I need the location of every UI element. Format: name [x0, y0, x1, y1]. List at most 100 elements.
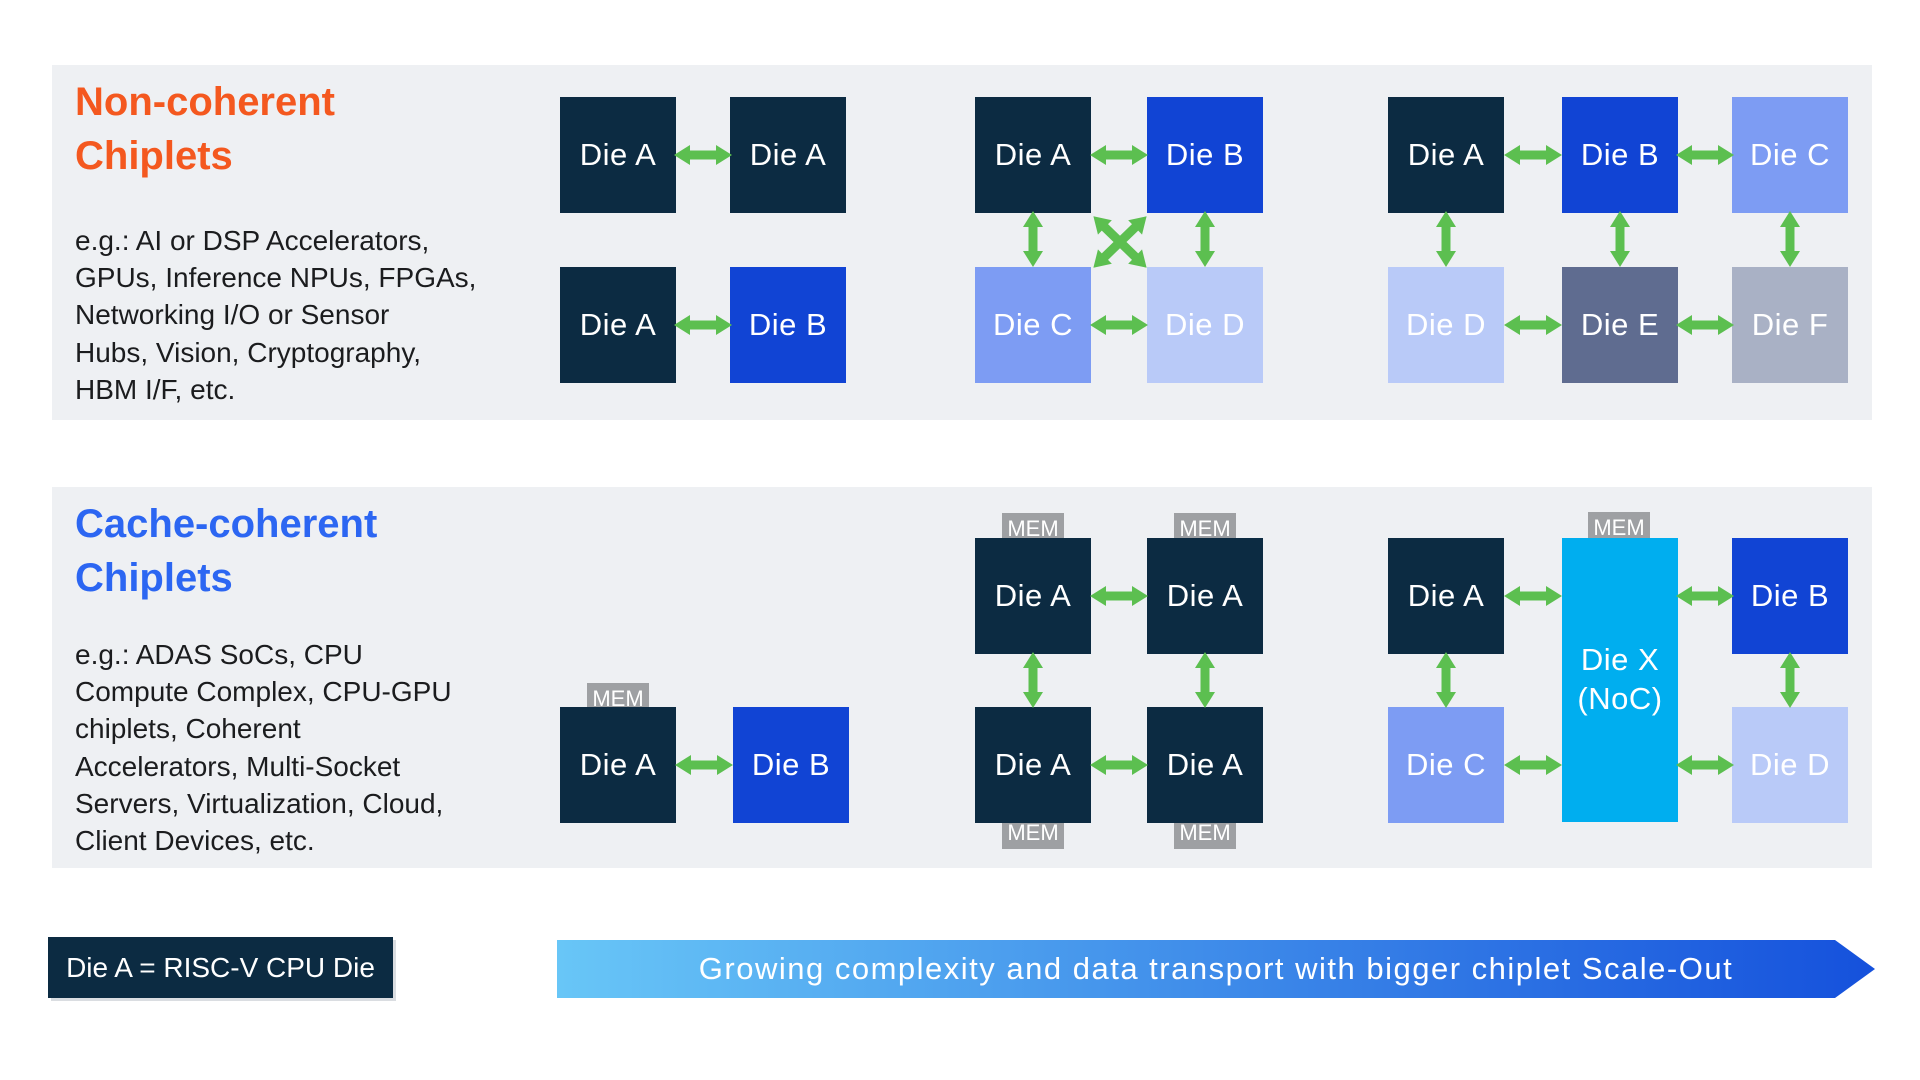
die-block: Die C — [975, 267, 1091, 383]
die-label: Die A — [749, 137, 827, 172]
noncoherent-title: Non-coherent Chiplets — [75, 80, 335, 178]
cachecoherent-description: e.g.: ADAS SoCs, CPU Compute Complex, CP… — [75, 636, 530, 859]
bidir-arrow-v-icon — [1023, 652, 1043, 708]
die-block: Die E — [1562, 267, 1678, 383]
description-line: Networking I/O or Sensor — [75, 299, 390, 331]
mem-label: MEM — [1179, 516, 1231, 541]
die-label: Die A — [1166, 747, 1244, 782]
die-label: Die F — [1751, 307, 1829, 342]
mem-label: MEM — [1593, 515, 1645, 540]
die-block: Die B — [730, 267, 846, 383]
die-block: Die A — [975, 538, 1091, 654]
bidir-arrow-v-icon — [1436, 211, 1456, 267]
die-block: Die A — [560, 97, 676, 213]
die-block: Die A — [1147, 538, 1263, 654]
legend-text: Die A = RISC-V CPU Die — [66, 951, 375, 983]
die-label: Die B — [748, 307, 828, 342]
description-line: chiplets, Coherent — [75, 713, 301, 745]
die-block: Die D — [1147, 267, 1263, 383]
description-line: GPUs, Inference NPUs, FPGAs, — [75, 262, 477, 294]
description-line: Hubs, Vision, Cryptography, — [75, 336, 422, 368]
die-label: Die C — [1405, 747, 1486, 782]
bidir-arrow-h-icon — [1090, 315, 1148, 335]
cross-arrows-icon — [1083, 216, 1157, 268]
legend-box: Die A = RISC-V CPU Die — [48, 937, 393, 998]
bidir-arrow-h-icon — [1090, 586, 1148, 606]
die-label: Die D — [1749, 747, 1830, 782]
die-label: Die X — [1580, 642, 1660, 678]
die-block: Die A — [1388, 97, 1504, 213]
die-block: Die A — [1388, 538, 1504, 654]
bidir-arrow-h-icon — [674, 145, 732, 165]
die-block: Die B — [1562, 97, 1678, 213]
die-label: Die B — [1165, 137, 1245, 172]
die-label: Die A — [579, 137, 657, 172]
noncoherent-description: e.g.: AI or DSP Accelerators, GPUs, Infe… — [75, 222, 487, 408]
die-block: Die C — [1388, 707, 1504, 823]
die-block: Die B — [733, 707, 849, 823]
bidir-arrow-h-icon — [1676, 145, 1734, 165]
mem-label: MEM — [1007, 516, 1059, 541]
die-label: Die A — [994, 578, 1072, 613]
die-label: (NoC) — [1577, 681, 1663, 716]
bidir-arrow-h-icon — [1504, 586, 1562, 606]
bidir-arrow-h-icon — [1090, 755, 1148, 775]
die-block: Die A — [730, 97, 846, 213]
die-block: Die A — [560, 707, 676, 823]
bidir-arrow-v-icon — [1195, 652, 1215, 708]
description-line: e.g.: ADAS SoCs, CPU — [75, 639, 363, 670]
bidir-arrow-v-icon — [1780, 652, 1800, 708]
die-block: Die A — [1147, 707, 1263, 823]
banner-text: Growing complexity and data transport wi… — [698, 951, 1734, 986]
bidir-arrow-h-icon — [1504, 145, 1562, 165]
die-block: Die B — [1732, 538, 1848, 654]
die-label: Die A — [1407, 137, 1485, 172]
die-label: Die A — [994, 137, 1072, 172]
die-label: Die A — [1166, 578, 1244, 613]
bidir-arrow-h-icon — [1504, 315, 1562, 335]
die-block: Die D — [1388, 267, 1504, 383]
die-block: Die D — [1732, 707, 1848, 823]
die-label: Die B — [751, 747, 831, 782]
die-block: Die A — [560, 267, 676, 383]
mem-label: MEM — [1179, 820, 1231, 845]
bidir-arrow-h-icon — [1676, 755, 1734, 775]
die-label: Die B — [1750, 578, 1830, 613]
bidir-arrow-v-icon — [1023, 211, 1043, 267]
die-block: Die C — [1732, 97, 1848, 213]
description-line: Compute Complex, CPU-GPU — [75, 676, 452, 708]
die-block: Die B — [1147, 97, 1263, 213]
bidir-arrow-h-icon — [1504, 755, 1562, 775]
die-label: Die A — [579, 307, 657, 342]
die-label: Die B — [1580, 137, 1660, 172]
description-line: Accelerators, Multi-Socket — [75, 750, 401, 782]
bidir-arrow-v-icon — [1610, 211, 1630, 267]
die-label: Die E — [1580, 307, 1660, 342]
die-block: Die A — [975, 707, 1091, 823]
die-label: Die D — [1405, 307, 1486, 342]
cachecoherent-title: Cache-coherent Chiplets — [75, 502, 378, 600]
die-block: Die F — [1732, 267, 1848, 383]
bidir-arrow-h-icon — [674, 315, 732, 335]
die-block: Die A — [975, 97, 1091, 213]
die-label: Die A — [579, 747, 657, 782]
bidir-arrow-h-icon — [1676, 586, 1734, 606]
description-line: e.g.: AI or DSP Accelerators, — [75, 225, 430, 256]
bidir-arrow-h-icon — [675, 755, 733, 775]
die-label: Die C — [1749, 137, 1830, 172]
die-label: Die A — [1407, 578, 1485, 613]
description-line: HBM I/F, etc. — [75, 373, 236, 405]
scale-out-arrow-banner: Growing complexity and data transport wi… — [557, 940, 1875, 998]
bidir-arrow-h-icon — [1090, 145, 1148, 165]
die-label: Die A — [994, 747, 1072, 782]
mem-label: MEM — [1007, 820, 1059, 845]
bidir-arrow-v-icon — [1780, 211, 1800, 267]
mem-label: MEM — [592, 686, 644, 711]
bidir-arrow-v-icon — [1195, 211, 1215, 267]
description-line: Servers, Virtualization, Cloud, — [75, 787, 444, 819]
bidir-arrow-h-icon — [1676, 315, 1734, 335]
description-line: Client Devices, etc. — [75, 825, 315, 857]
noc-die-block: Die X (NoC) — [1562, 538, 1678, 822]
bidir-arrow-v-icon — [1436, 652, 1456, 708]
